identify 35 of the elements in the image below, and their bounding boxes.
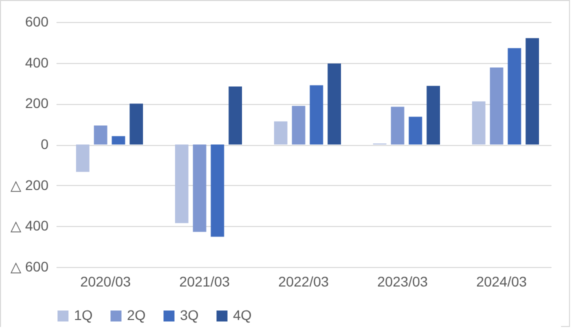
bar [210, 144, 224, 237]
y-tick-label: 200 [25, 95, 49, 112]
x-tick-label: 2020/03 [80, 274, 132, 290]
bar [112, 136, 126, 144]
bar [426, 86, 440, 144]
x-tick-label: 2023/03 [377, 274, 428, 290]
x-tick-label: 2021/03 [179, 274, 230, 290]
bar [508, 48, 522, 144]
bar [526, 38, 539, 144]
bar [408, 116, 422, 144]
bar [94, 126, 108, 144]
bar [490, 68, 504, 144]
legend-label: 1Q [74, 307, 93, 323]
x-tick-label: 2024/03 [476, 274, 528, 290]
bar [328, 63, 341, 144]
y-tick-label: △ 400 [10, 218, 49, 234]
bar [76, 144, 90, 172]
bar [130, 104, 143, 144]
y-tick-label: 400 [25, 54, 49, 70]
legend-label: 4Q [233, 307, 252, 323]
bar [292, 106, 306, 144]
y-tick-label: 600 [25, 14, 49, 30]
bar [228, 86, 242, 144]
bar [175, 144, 188, 224]
y-tick-label: 0 [40, 136, 49, 152]
x-tick-label: 2022/03 [278, 274, 330, 290]
y-tick-label: △ 600 [10, 258, 49, 274]
bar [274, 121, 288, 144]
y-tick-label: △ 200 [10, 176, 49, 193]
bar [390, 106, 404, 144]
legend-label: 2Q [127, 307, 146, 323]
bar [472, 101, 486, 144]
bar [310, 85, 324, 144]
legend-label: 3Q [180, 307, 199, 323]
bar [192, 144, 206, 232]
